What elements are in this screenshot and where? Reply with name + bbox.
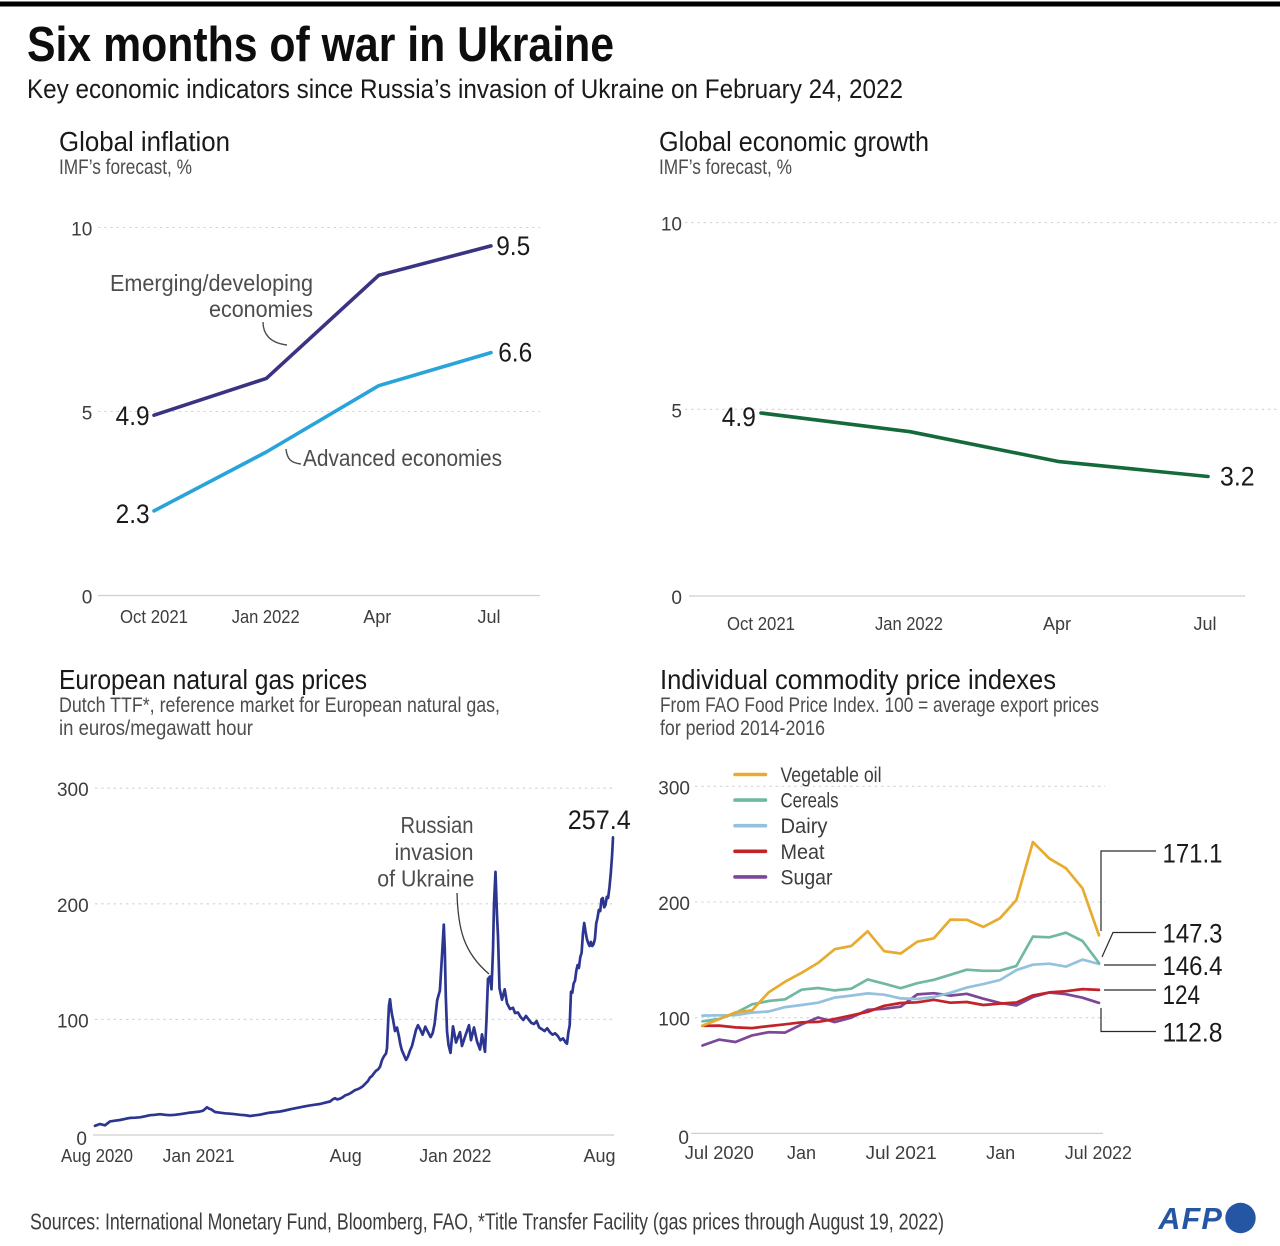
svg-text:in euros/megawatt hour: in euros/megawatt hour: [59, 717, 253, 740]
svg-text:3.2: 3.2: [1220, 461, 1255, 491]
svg-text:European natural gas prices: European natural gas prices: [59, 664, 367, 695]
svg-text:AFP: AFP: [1157, 1202, 1223, 1236]
svg-text:Dairy: Dairy: [781, 815, 828, 838]
svg-text:146.4: 146.4: [1163, 951, 1223, 981]
svg-text:Dutch TTF*, reference market f: Dutch TTF*, reference market for Europea…: [59, 694, 500, 717]
svg-text:300: 300: [658, 778, 690, 799]
svg-text:4.9: 4.9: [116, 401, 150, 431]
svg-text:Meat: Meat: [781, 841, 825, 864]
svg-text:Apr: Apr: [1043, 614, 1071, 634]
svg-text:257.4: 257.4: [568, 805, 631, 835]
svg-text:Global inflation: Global inflation: [59, 126, 230, 157]
svg-text:Aug: Aug: [583, 1146, 615, 1166]
svg-text:Jan 2022: Jan 2022: [232, 607, 300, 627]
svg-text:0: 0: [82, 588, 93, 609]
svg-text:Jan: Jan: [787, 1143, 816, 1163]
svg-text:2.3: 2.3: [116, 499, 150, 529]
svg-text:Sources: International Monetar: Sources: International Monetary Fund, Bl…: [30, 1209, 944, 1235]
svg-text:Aug 2020: Aug 2020: [61, 1146, 133, 1166]
svg-text:Advanced economies: Advanced economies: [303, 445, 502, 471]
svg-text:Sugar: Sugar: [781, 866, 833, 889]
svg-text:200: 200: [57, 896, 89, 917]
svg-text:Oct 2021: Oct 2021: [120, 607, 188, 627]
svg-text:Jan 2022: Jan 2022: [875, 614, 943, 634]
svg-text:of Ukraine: of Ukraine: [377, 866, 474, 892]
svg-text:Global economic growth: Global economic growth: [659, 126, 929, 157]
svg-text:Jan 2021: Jan 2021: [163, 1146, 235, 1166]
svg-text:Oct 2021: Oct 2021: [727, 614, 795, 634]
svg-text:200: 200: [658, 894, 690, 915]
svg-text:0: 0: [671, 588, 682, 609]
svg-text:IMF’s forecast, %: IMF’s forecast, %: [59, 156, 192, 179]
svg-text:4.9: 4.9: [722, 402, 756, 432]
svg-text:0: 0: [678, 1128, 689, 1149]
svg-text:9.5: 9.5: [496, 231, 530, 261]
svg-text:100: 100: [658, 1010, 690, 1031]
svg-text:Individual commodity price ind: Individual commodity price indexes: [660, 664, 1056, 695]
svg-text:10: 10: [661, 215, 682, 236]
svg-text:147.3: 147.3: [1163, 918, 1223, 948]
svg-text:Aug: Aug: [330, 1146, 362, 1166]
svg-text:Jul: Jul: [1193, 614, 1216, 634]
svg-text:Jul 2022: Jul 2022: [1065, 1143, 1132, 1163]
svg-text:0: 0: [76, 1129, 87, 1150]
svg-text:Six months of war in Ukraine: Six months of war in Ukraine: [27, 18, 614, 72]
svg-text:Vegetable oil: Vegetable oil: [781, 764, 882, 787]
svg-text:Jul 2020: Jul 2020: [685, 1143, 754, 1163]
svg-text:171.1: 171.1: [1163, 838, 1223, 868]
svg-text:100: 100: [57, 1011, 89, 1032]
svg-text:300: 300: [57, 780, 89, 801]
svg-text:Jan 2022: Jan 2022: [419, 1146, 491, 1166]
svg-text:5: 5: [671, 401, 682, 422]
svg-text:124: 124: [1163, 980, 1201, 1010]
svg-text:10: 10: [71, 220, 92, 241]
svg-text:Jul 2021: Jul 2021: [866, 1143, 937, 1163]
svg-text:Russian: Russian: [401, 812, 474, 838]
svg-text:Apr: Apr: [363, 607, 391, 627]
svg-text:6.6: 6.6: [498, 338, 532, 368]
svg-text:Emerging/developing: Emerging/developing: [110, 270, 313, 296]
svg-text:Key economic indicators since: Key economic indicators since Russia’s i…: [27, 74, 903, 104]
svg-text:Cereals: Cereals: [781, 790, 839, 813]
svg-text:for period 2014-2016: for period 2014-2016: [660, 717, 825, 740]
svg-text:IMF’s forecast, %: IMF’s forecast, %: [659, 156, 792, 179]
svg-text:112.8: 112.8: [1163, 1017, 1223, 1047]
svg-text:Jul: Jul: [477, 607, 500, 627]
svg-text:5: 5: [82, 404, 93, 425]
svg-text:Jan: Jan: [986, 1143, 1015, 1163]
svg-text:invasion: invasion: [395, 839, 474, 865]
svg-text:From FAO Food Price Index. 100: From FAO Food Price Index. 100 = average…: [660, 694, 1099, 717]
svg-text:economies: economies: [209, 296, 313, 322]
